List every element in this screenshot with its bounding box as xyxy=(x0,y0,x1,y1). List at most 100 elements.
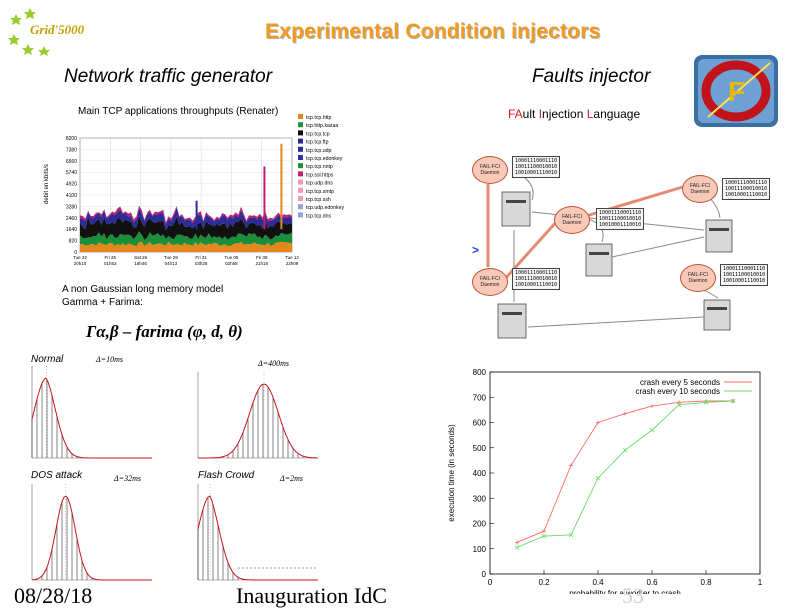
daemon-node-1: FAIL-FCI Daemon xyxy=(472,156,508,184)
legend-swatch xyxy=(298,187,303,193)
legend-entry: tcp.tcp.udp xyxy=(306,148,331,154)
panel-fit-curve xyxy=(198,383,318,459)
exec-xtick: 0 xyxy=(488,578,493,587)
exec-xtick: 0.6 xyxy=(646,578,658,587)
stars-logo-icon xyxy=(8,8,50,56)
daemon-node-2: FAIL-FCI Daemon xyxy=(554,206,590,234)
legend-swatch xyxy=(298,179,303,185)
panel-delta-normal: Δ=10ms xyxy=(96,355,123,364)
traffic-ytick: 4920 xyxy=(66,182,77,188)
traffic-layer xyxy=(80,207,292,231)
traffic-chart-title: Main TCP applications throughputs (Renat… xyxy=(78,106,279,117)
traffic-xtick: Tue 12 xyxy=(285,255,299,260)
traffic-chart: Main TCP applications throughputs (Renat… xyxy=(40,104,360,279)
fault-diagram: > FAIL-FCI Daemon FAIL-FCI Daemon FAIL-F… xyxy=(468,142,784,352)
exec-point xyxy=(595,475,601,481)
panel-delta-400: Δ=400ms xyxy=(258,359,289,368)
panel-fit-curve xyxy=(31,495,152,581)
exec-ytick: 500 xyxy=(473,444,487,453)
faults-injector-title: Faults injector xyxy=(532,66,651,87)
fault-code-2: 10001110001110 10011100010010 1001000111… xyxy=(596,208,645,230)
fault-diagram-arrows: > xyxy=(472,169,733,339)
network-traffic-title: Network traffic generator xyxy=(64,66,273,87)
panel-label-normal: Normal xyxy=(31,354,64,365)
legend-swatch xyxy=(298,146,303,152)
fault-code-1: 10001110001110 10011100010010 1001000111… xyxy=(512,156,561,178)
legend-swatch xyxy=(298,212,303,218)
traffic-ytick: 0 xyxy=(74,250,77,256)
exec-series-line xyxy=(516,400,734,548)
fault-code-4: 10001110001110 10011100010010 1001000111… xyxy=(512,268,561,290)
legend-swatch xyxy=(298,163,303,169)
daemon-node-4: FAIL-FCI Daemon xyxy=(472,268,508,296)
daemon-node-3: FAIL-FCI Daemon xyxy=(682,175,718,203)
exec-point xyxy=(514,545,520,550)
traffic-xtick: Sat 26 xyxy=(134,255,148,260)
subtitle-part-2: ult xyxy=(522,107,539,121)
traffic-xtick: Fri 31 xyxy=(195,255,207,260)
legend-entry: tcp.ssl.https xyxy=(306,172,334,178)
traffic-xtick: 22h09 xyxy=(286,261,299,266)
legend-swatch xyxy=(298,138,303,144)
legend-entry: tcp.tcp.tcp xyxy=(306,131,330,137)
traffic-xtick: 02h58 xyxy=(225,261,238,266)
subtitle-part-5: L xyxy=(586,107,594,121)
page-title: Experimental Condition injectors xyxy=(265,20,601,43)
traffic-xtick: 21h18 xyxy=(255,261,268,266)
exec-ytick: 200 xyxy=(473,520,487,529)
traffic-xtick: Fri 25 xyxy=(105,255,117,260)
legend-entry: tcp.tcp.ssh xyxy=(306,197,331,203)
exec-point xyxy=(568,532,574,538)
footer-event: Inauguration IdC xyxy=(236,583,387,608)
exec-point xyxy=(730,398,736,404)
traffic-ytick: 3280 xyxy=(66,204,77,210)
panel-delta-flash: Δ=2ms xyxy=(280,474,303,483)
legend-entry: tcp.tcp.nntp xyxy=(306,164,333,170)
legend-entry: tcp.udp.dns xyxy=(306,181,333,187)
legend-entry: tcp.udp.edonkey xyxy=(306,205,344,211)
traffic-xtick: Tue 05 xyxy=(225,255,239,260)
footer-page: 53 xyxy=(622,583,644,608)
exec-xtick: 1 xyxy=(758,578,763,587)
legend-swatch xyxy=(298,155,303,160)
exec-ytick: 800 xyxy=(473,368,487,377)
fault-code-3: 10001110001110 10011100010010 1001000111… xyxy=(722,178,771,200)
traffic-ytick: 7380 xyxy=(66,147,77,153)
legend-entry: tcp.tcp.http xyxy=(306,115,331,121)
panels-svg xyxy=(31,366,318,581)
legend-swatch xyxy=(298,171,303,177)
legend-entry: tcp.tcp.smtp xyxy=(306,189,334,195)
legend-entry: tcp.tcp.ftp xyxy=(306,140,329,146)
traffic-layer xyxy=(80,241,292,252)
model-text-2: Gamma + Farima: xyxy=(62,297,143,308)
traffic-ytick: 6560 xyxy=(66,159,77,165)
execution-time-svg: 0 100 200 300 400 500 600 700 800 0 0.2 0.4 0.6 0.8 1 p… xyxy=(447,368,763,598)
panel-label-dos: DOS attack xyxy=(31,470,83,481)
exec-series-line xyxy=(516,400,733,543)
exec-point xyxy=(649,427,655,433)
exec-ytick: 0 xyxy=(482,570,487,579)
legend-swatch xyxy=(298,122,303,128)
exec-ytick: 100 xyxy=(473,545,487,554)
traffic-ytick: 820 xyxy=(69,239,78,245)
daemon-node-5: FAIL-FCI Daemon xyxy=(680,264,716,292)
logo-text: Grid'5000 xyxy=(30,22,85,37)
fault-code-5: 10001110001110 10011100010010 1001000111… xyxy=(720,264,769,286)
exec-ylabel: execution time (in seconds) xyxy=(447,424,456,522)
exec-point xyxy=(676,402,682,408)
traffic-ytick: 5740 xyxy=(66,170,77,176)
subtitle-part-1: FA xyxy=(508,107,523,121)
legend-entry: tcp.http.kazaa xyxy=(306,123,338,129)
model-text-1: A non Gaussian long memory model xyxy=(62,284,224,295)
subtitle-part-3: I xyxy=(538,107,543,121)
traffic-chart-svg: debit en kbits/s 82007380656057404920410… xyxy=(44,114,344,266)
formula: Γα,β – farima (φ, d, θ) xyxy=(86,322,243,341)
grid5000-logo xyxy=(6,4,98,56)
exec-xtick: 0.2 xyxy=(538,578,550,587)
traffic-xtick: Fri 08 xyxy=(256,255,268,260)
exec-ytick: 300 xyxy=(473,494,487,503)
arrow-marker-icon: > xyxy=(472,243,479,257)
traffic-xtick: 03h28 xyxy=(195,261,208,266)
legend-swatch xyxy=(298,196,303,201)
traffic-layer xyxy=(80,231,292,247)
